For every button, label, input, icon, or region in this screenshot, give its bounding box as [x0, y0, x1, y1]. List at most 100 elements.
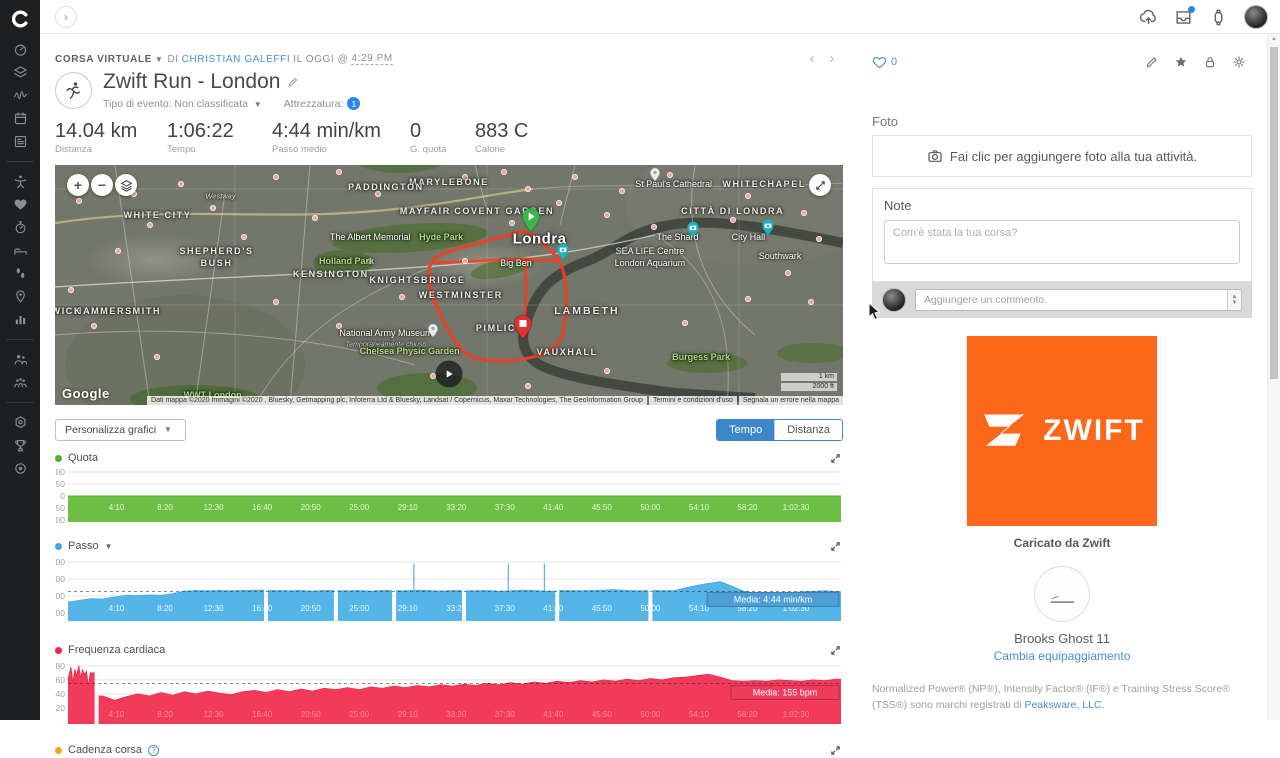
heart-icon	[872, 55, 887, 70]
chart-expand-button[interactable]	[830, 645, 841, 656]
chart-title: Frequenza cardiaca	[68, 644, 165, 656]
event-type-dropdown[interactable]: Tipo di evento: Non classificata ▼	[103, 98, 266, 110]
sidebar-item-map-pin[interactable]	[0, 285, 40, 308]
next-activity-button[interactable]: ›	[829, 54, 835, 64]
trophy-icon	[13, 438, 28, 453]
chart-controls: Personalizza grafici ▼ Tempo Distanza	[55, 418, 843, 441]
sidebar-item-body[interactable]	[0, 170, 40, 193]
map-zoom-in-button[interactable]: +	[67, 174, 89, 196]
terms-link[interactable]: Termini e condizioni d'uso	[649, 396, 737, 405]
chart-plot[interactable]: 3:004:005:006:004:108:2012:3016:4020:502…	[55, 554, 843, 628]
svg-text:41:40: 41:40	[543, 503, 564, 512]
user-avatar[interactable]	[1244, 5, 1268, 29]
charts-section: Quota100500-50-1004:108:2012:3016:4020:5…	[55, 450, 843, 758]
sidebar-item-bar-chart[interactable]	[0, 308, 40, 331]
comment-input[interactable]	[915, 289, 1242, 311]
edit-button[interactable]	[1145, 55, 1159, 69]
device-button[interactable]	[1209, 8, 1228, 27]
map-poi-dot	[651, 224, 657, 230]
route-playback-button[interactable]	[436, 360, 463, 387]
svg-text:16:40: 16:40	[252, 710, 273, 719]
chart-metric-dropdown[interactable]: ▼	[105, 542, 113, 551]
svg-text:54:10: 54:10	[689, 503, 710, 512]
help-icon[interactable]: ?	[148, 745, 159, 756]
app-logo[interactable]	[0, 0, 40, 38]
settings-gear-button[interactable]	[1232, 55, 1246, 69]
shoe-icon	[1034, 566, 1090, 622]
comment-stepper[interactable]: ▲▼	[1227, 290, 1241, 310]
gear-count-badge[interactable]: 1	[347, 97, 360, 110]
star-button[interactable]	[1174, 55, 1188, 69]
event-type-label: Tipo di evento:	[103, 98, 172, 110]
edit-title-icon[interactable]	[287, 76, 299, 88]
stat-label: Passo medio	[272, 144, 410, 155]
activity-actions	[1145, 55, 1246, 69]
sidebar-item-community[interactable]	[0, 371, 40, 394]
upload-icon	[1139, 8, 1158, 27]
chart-expand-button[interactable]	[830, 453, 841, 464]
map-layers-button[interactable]	[115, 174, 137, 196]
activity-column: CORSA VIRTUALE ▼ DI CHRISTIAN GALEFFI IL…	[55, 34, 843, 758]
sidebar-divider	[6, 339, 34, 340]
scrollbar-up-arrow[interactable]: ▲	[1268, 34, 1280, 44]
svg-text:4:10: 4:10	[109, 604, 125, 613]
inbox-button[interactable]	[1174, 8, 1193, 27]
chart-plot[interactable]: 100500-50-1004:108:2012:3016:4020:5025:0…	[55, 466, 843, 524]
svg-text:4:10: 4:10	[109, 710, 125, 719]
chart-plot[interactable]: 1801601401204:108:2012:3016:4020:5025:00…	[55, 658, 843, 728]
note-textarea[interactable]	[884, 220, 1240, 264]
report-error-link[interactable]: Segnala un errore nella mappa	[739, 396, 843, 405]
add-photo-label: Fai clic per aggiungere foto alla tua at…	[950, 149, 1197, 164]
svg-text:20:50: 20:50	[301, 710, 322, 719]
chart-expand-button[interactable]	[830, 541, 841, 552]
sidebar-item-calendar[interactable]	[0, 107, 40, 130]
customize-charts-button[interactable]: Personalizza grafici ▼	[55, 419, 186, 441]
sidebar-item-record[interactable]	[0, 457, 40, 480]
sidebar-item-stopwatch[interactable]	[0, 216, 40, 239]
map-poi-dot	[604, 368, 610, 374]
upload-button[interactable]	[1139, 8, 1158, 27]
sidebar-item-gear-hex[interactable]	[0, 411, 40, 434]
groups-icon	[13, 352, 28, 367]
map-poi-dot	[178, 181, 184, 187]
sidebar-item-activity-wave[interactable]	[0, 84, 40, 107]
svg-text:140: 140	[55, 689, 65, 699]
actions-row: 0	[872, 54, 1252, 70]
map-poi-dot	[154, 354, 160, 360]
page-scrollbar[interactable]: ▲	[1267, 34, 1280, 720]
sidebar-expand-button[interactable]: ›	[55, 6, 77, 28]
route-map[interactable]: + − Google 1 km 2000 ft Dati mappa ©2020…	[55, 165, 843, 405]
comment-bar: ▲▼	[872, 282, 1252, 318]
map-poi-dot	[462, 174, 468, 180]
sidebar-item-layers[interactable]	[0, 61, 40, 84]
change-gear-link[interactable]: Cambia equipaggiamento	[872, 649, 1252, 663]
prev-activity-button[interactable]: ‹	[810, 54, 816, 64]
map-poi-dot	[525, 383, 531, 389]
activity-type-dropdown[interactable]: CORSA VIRTUALE	[55, 54, 152, 65]
tab-distanza[interactable]: Distanza	[774, 420, 842, 440]
tab-tempo[interactable]: Tempo	[717, 420, 774, 440]
athlete-link[interactable]: CHRISTIAN GALEFFI	[182, 54, 291, 65]
svg-text:12:30: 12:30	[204, 710, 225, 719]
sidebar-item-sleep[interactable]	[0, 239, 40, 262]
chart-expand-button[interactable]	[830, 745, 841, 756]
add-photo-button[interactable]: Fai clic per aggiungere foto alla tua at…	[872, 135, 1252, 177]
kudos-button[interactable]: 0	[872, 55, 897, 70]
sidebar-item-groups[interactable]	[0, 348, 40, 371]
peaksware-link[interactable]: Peaksware, LLC.	[1024, 699, 1104, 711]
sidebar-item-heart[interactable]	[0, 193, 40, 216]
privacy-lock-button[interactable]	[1203, 55, 1217, 69]
zwift-upload-card: ZWIFT	[967, 336, 1157, 526]
sidebar-item-news[interactable]	[0, 130, 40, 153]
gear-name: Brooks Ghost 11	[872, 631, 1252, 646]
sidebar-item-dashboard[interactable]	[0, 38, 40, 61]
map-expand-button[interactable]	[809, 174, 831, 196]
scrollbar-thumb[interactable]	[1270, 47, 1278, 379]
body-icon	[13, 174, 28, 189]
map-zoom-out-button[interactable]: −	[91, 174, 113, 196]
map-scale: 1 km 2000 ft	[780, 372, 838, 392]
svg-text:16:40: 16:40	[252, 503, 273, 512]
sidebar-item-steps[interactable]	[0, 262, 40, 285]
logo-c-icon	[10, 9, 30, 29]
sidebar-item-trophy[interactable]	[0, 434, 40, 457]
